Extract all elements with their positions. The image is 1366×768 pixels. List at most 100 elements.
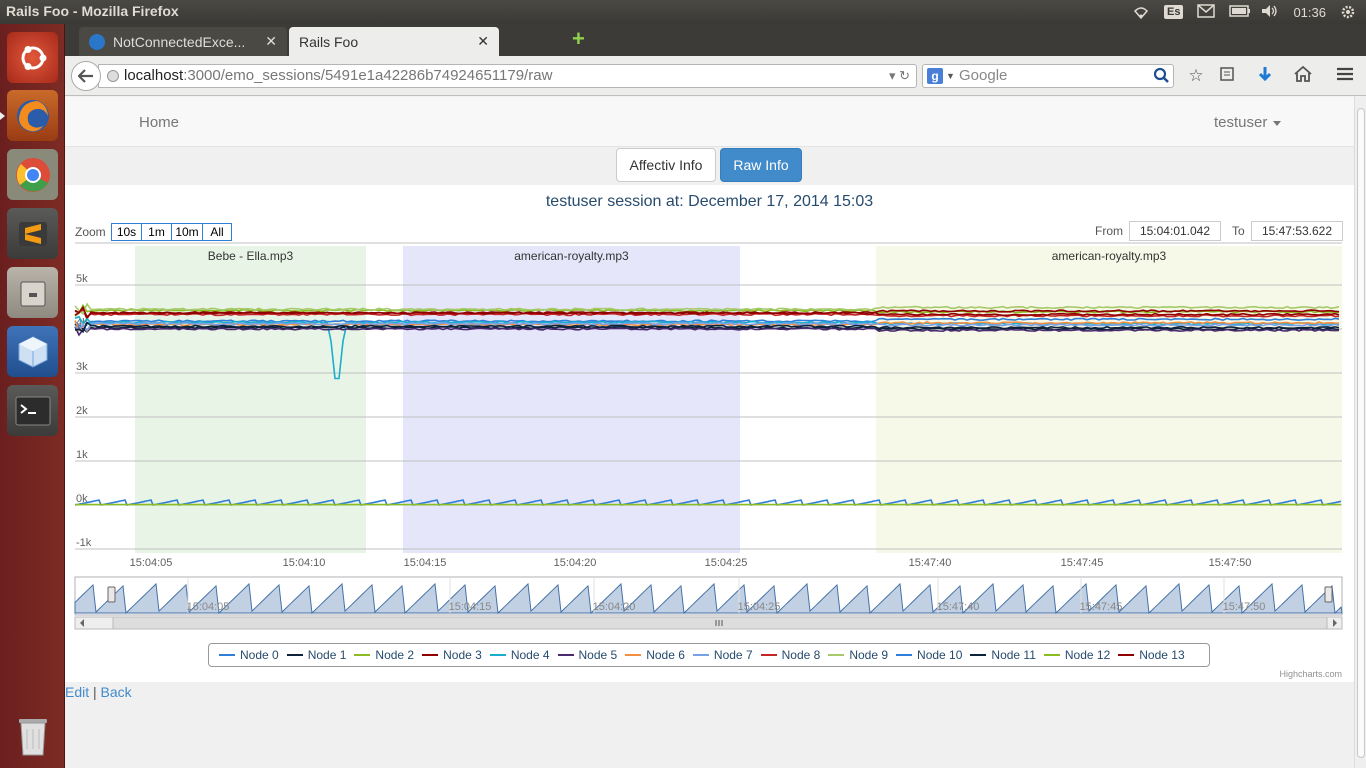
- volume-icon[interactable]: [1261, 4, 1279, 20]
- affectiv-info-button[interactable]: Affectiv Info: [616, 148, 716, 182]
- legend-item[interactable]: Node 9: [828, 648, 888, 662]
- mail-icon[interactable]: [1197, 4, 1216, 20]
- legend-line-marker: [422, 654, 439, 656]
- legend-item[interactable]: Node 1: [286, 648, 346, 662]
- navigator-handle[interactable]: [107, 586, 116, 603]
- wifi-icon[interactable]: [1132, 4, 1150, 20]
- battery-icon[interactable]: [1229, 4, 1251, 20]
- x-tick-label: 15:04:25: [705, 557, 748, 569]
- legend-item[interactable]: Node 8: [760, 648, 821, 662]
- back-button-icon[interactable]: [71, 61, 101, 91]
- search-bar[interactable]: g ▼ Google: [922, 64, 1174, 88]
- zoom-all-button[interactable]: All: [202, 223, 232, 241]
- scroll-right-arrow-icon[interactable]: [1333, 619, 1337, 627]
- keyboard-layout-indicator[interactable]: Es: [1163, 5, 1184, 19]
- raw-info-button[interactable]: Raw Info: [720, 148, 802, 182]
- legend-label: Node 2: [375, 648, 415, 662]
- from-date-input[interactable]: 15:04:01.042: [1129, 221, 1221, 241]
- user-dropdown[interactable]: testuser: [1214, 114, 1282, 131]
- navigator-svg[interactable]: 15:04:05 15:04:15 15:04:20 15:04:25 15:47:40…: [65, 575, 1354, 635]
- legend-item[interactable]: Node 3: [422, 648, 482, 662]
- firefox-icon[interactable]: [7, 90, 58, 141]
- navigator-scrollbar-thumb[interactable]: [112, 616, 1328, 630]
- navigator-tick-label: 15:47:50: [1223, 601, 1266, 613]
- file-cabinet-icon[interactable]: [7, 267, 58, 318]
- terminal-icon[interactable]: [7, 385, 58, 436]
- navigator-tick-label: 15:47:45: [1080, 601, 1123, 613]
- legend-label: Node 0: [240, 648, 279, 662]
- y-tick-label: 3k: [76, 361, 88, 373]
- zoom-10m-button[interactable]: 10m: [171, 223, 203, 241]
- virtualbox-icon[interactable]: [7, 326, 58, 377]
- home-icon[interactable]: [1293, 65, 1313, 86]
- zoom-10s-button[interactable]: 10s: [111, 223, 142, 241]
- bookmarks-menu-icon[interactable]: [1217, 66, 1237, 86]
- engine-dropdown-icon[interactable]: ▼: [946, 71, 955, 81]
- new-tab-plus-icon[interactable]: +: [572, 26, 585, 51]
- tab-rails-foo[interactable]: Rails Foo ✕: [289, 27, 499, 56]
- legend-item[interactable]: Node 7: [692, 648, 753, 662]
- legend-label: Node 3: [443, 648, 482, 662]
- url-bar[interactable]: localhost:3000/emo_sessions/5491e1a42286…: [98, 64, 917, 88]
- zoom-label: Zoom: [75, 225, 106, 239]
- chart-legend: Node 0 Node 1 Node 2 Node 3 Node 4 Node 5 Node…: [208, 643, 1210, 667]
- scrollbar-thumb[interactable]: [1357, 108, 1365, 758]
- tab-notconnected[interactable]: NotConnectedExce... ✕: [79, 27, 287, 56]
- trash-icon[interactable]: [7, 710, 58, 761]
- series-line: [74, 321, 1340, 332]
- running-indicator: [0, 112, 5, 120]
- close-tab-icon[interactable]: ✕: [477, 33, 489, 49]
- window-title: Rails Foo - Mozilla Firefox: [6, 3, 179, 19]
- page-scrollbar[interactable]: [1354, 96, 1366, 768]
- legend-label: Node 12: [1064, 648, 1111, 662]
- legend-item[interactable]: Node 0: [219, 648, 279, 662]
- x-tick-label: 15:47:45: [1061, 557, 1104, 569]
- y-tick-label: 2k: [76, 405, 88, 417]
- site-identity-icon[interactable]: [107, 70, 119, 82]
- back-link[interactable]: Back: [100, 684, 132, 700]
- main-chart-svg[interactable]: Bebe - Ella.mp3 american-royalty.mp3 ameri…: [65, 242, 1354, 572]
- legend-item[interactable]: Node 6: [625, 648, 685, 662]
- close-tab-icon[interactable]: ✕: [265, 33, 277, 49]
- chrome-icon[interactable]: [7, 149, 58, 200]
- legend-line-marker: [557, 654, 574, 656]
- clock[interactable]: 01:36: [1293, 4, 1326, 20]
- legend-line-marker: [489, 654, 506, 656]
- sublime-text-icon[interactable]: [7, 208, 58, 259]
- search-magnifier-icon[interactable]: [1153, 67, 1170, 84]
- hamburger-menu-icon[interactable]: [1335, 66, 1355, 86]
- navigator-tick-label: 15:47:40: [937, 601, 980, 613]
- legend-label: Node 8: [781, 648, 821, 662]
- legend-label: Node 13: [1139, 648, 1185, 662]
- legend-label: Node 7: [713, 648, 753, 662]
- legend-item[interactable]: Node 11: [970, 648, 1036, 662]
- bookmark-star-icon[interactable]: ☆: [1188, 66, 1204, 85]
- legend-item[interactable]: Node 4: [489, 648, 550, 662]
- tab-label: NotConnectedExce...: [113, 33, 246, 50]
- zoom-1m-button[interactable]: 1m: [141, 223, 172, 241]
- navigator-tick-label: 15:04:05: [187, 601, 230, 613]
- settings-gear-icon[interactable]: [1340, 4, 1358, 20]
- legend-item[interactable]: Node 13: [1118, 648, 1185, 662]
- ubuntu-dash-icon[interactable]: [7, 32, 58, 83]
- google-engine-icon[interactable]: g: [927, 68, 943, 84]
- footer-links: Edit | Back: [65, 684, 132, 700]
- plot-band: [403, 246, 740, 553]
- home-link[interactable]: Home: [139, 114, 180, 131]
- legend-item[interactable]: Node 5: [557, 648, 617, 662]
- url-dropdown-reload-icon[interactable]: ▾ ↻: [888, 68, 910, 83]
- downloads-arrow-icon[interactable]: [1255, 66, 1275, 86]
- legend-line-marker: [692, 654, 709, 656]
- edit-link[interactable]: Edit: [65, 684, 90, 700]
- legend-item[interactable]: Node 10: [896, 648, 962, 662]
- navigator-handle[interactable]: [1324, 586, 1333, 603]
- to-date-input[interactable]: 15:47:53.622: [1251, 221, 1343, 241]
- user-name: testuser: [1214, 114, 1268, 131]
- legend-line-marker: [1118, 654, 1135, 656]
- highcharts-credits[interactable]: Highcharts.com: [1279, 669, 1342, 679]
- legend-item[interactable]: Node 12: [1043, 648, 1111, 662]
- legend-item[interactable]: Node 2: [354, 648, 414, 662]
- scroll-left-arrow-icon[interactable]: [80, 619, 84, 627]
- legend-line-marker: [1043, 654, 1060, 656]
- search-placeholder: Google: [959, 67, 1008, 84]
